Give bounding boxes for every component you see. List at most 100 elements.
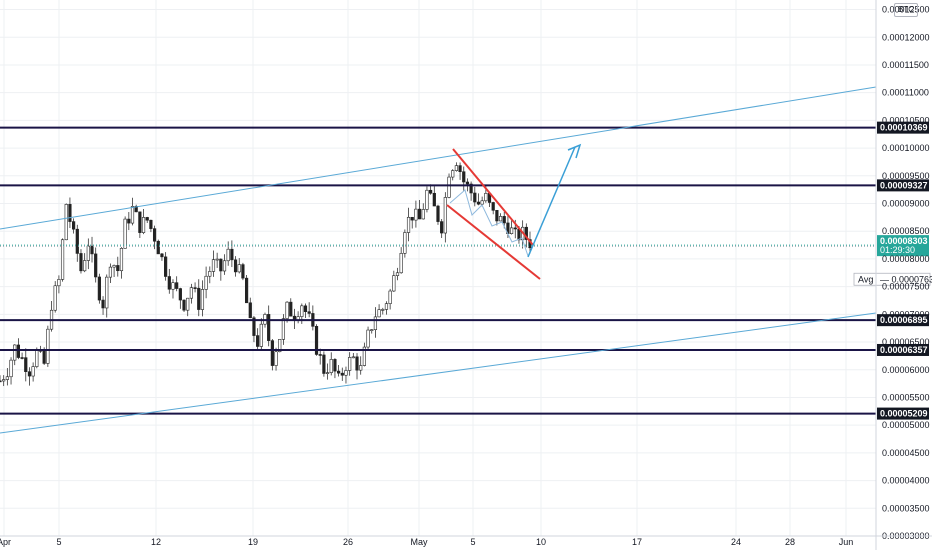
price-tick-label: 0.00011500 [882,60,929,70]
level-price-tag [877,179,929,192]
candle-down [79,253,83,272]
candle-up [381,309,385,311]
candle-up [395,272,400,276]
candle-down [502,216,506,224]
candle-up [359,365,363,371]
candle-up [406,216,411,233]
candle-up [2,379,6,382]
candle-down [314,326,319,355]
candle-down [303,305,308,312]
candle-down [524,226,528,240]
wedge-upper-line [452,148,534,246]
price-tick-label: 0.00007500 [882,282,930,292]
candle-up [171,282,175,290]
candle-down [513,227,517,230]
candle-up [384,303,389,310]
countdown-label: 01:29:30 [880,245,915,255]
time-tick-label: 17 [632,537,642,547]
price-tick-label: 0.00005500 [882,392,930,402]
candle-up [119,248,124,272]
candle-up [403,232,407,254]
level-price-label: 0.00006357 [880,345,928,355]
candle-down [193,287,197,289]
candle-down [127,218,131,224]
candle-up [447,176,451,198]
candle-down [145,217,149,221]
candle-down [337,370,341,374]
candle-down [0,380,2,383]
price-tick-label: 0.00006000 [882,365,930,375]
candle-up [392,275,396,292]
level-price-tag [877,314,929,327]
time-tick-label: 28 [785,537,795,547]
price-tick-label: 0.00004000 [882,476,930,486]
candle-down [75,228,79,254]
time-tick-label: Jun [839,537,854,547]
candle-up [443,197,447,234]
candle-down [465,181,470,185]
candle-down [160,253,164,258]
grid [0,0,876,537]
candle-down [182,299,186,311]
price-tick-label: 0.00010500 [882,115,930,125]
time-tick-label: 24 [731,537,741,547]
channel-lower-line [0,312,877,434]
candle-down [248,302,252,319]
level-price-label: 0.00009327 [880,180,928,190]
candle-down [20,357,24,359]
candle-up [105,276,109,309]
price-tick-label: 0.00006500 [882,337,930,347]
candle-up [377,309,381,318]
price-tick-label: 0.00008000 [882,254,930,264]
candle-down [491,202,495,211]
candle-down [116,265,120,272]
candle-up [57,279,61,287]
candle-down [476,201,481,205]
candle-up [83,260,87,272]
level-price-tag [877,121,929,134]
horizontal-levels[interactable]: 0.00010369 0.00009327 0.00006895 0.00006357… [0,121,929,420]
time-axis[interactable]: Apr 5 12 19 26 May 5 10 17 24 28 Jun [0,535,932,547]
candle-up [204,275,208,290]
candle-down [101,299,105,309]
candle-down [230,248,234,261]
candle-up [237,264,241,273]
candle-up [348,357,352,371]
channel-upper-line [0,86,877,230]
candle-down [256,335,260,347]
candle-down [429,189,433,194]
candle-up [200,289,205,310]
candle-down [197,287,201,310]
candle-down [252,317,256,336]
candle-up [281,318,286,340]
candle-up [421,209,425,220]
candle-up [189,287,193,299]
candle-down [97,276,101,301]
candle-up [31,366,35,377]
candle-up [480,200,484,205]
price-axis[interactable]: 0.00012500 0.00012000 0.00011500 0.00011000… [875,0,930,550]
candle-up [373,316,378,330]
price-tick-label: 0.00012500 [882,5,930,15]
candle-up [278,339,282,353]
time-tick-label: 26 [343,537,353,547]
candle-up [123,218,127,249]
candle-down [289,301,293,317]
candle-down [458,165,462,173]
candle-up [414,208,418,221]
candle-up [141,217,146,233]
candle-up [86,245,90,261]
candle-down [90,245,94,255]
price-tick-label: 0.00010000 [882,143,930,153]
candle-up [388,290,392,304]
candle-down [241,264,245,279]
candle-down [270,340,274,366]
candle-down [164,256,168,277]
candle-down [156,240,160,255]
candle-down [333,359,337,372]
candle-up [9,359,13,378]
candle-up [325,372,330,374]
